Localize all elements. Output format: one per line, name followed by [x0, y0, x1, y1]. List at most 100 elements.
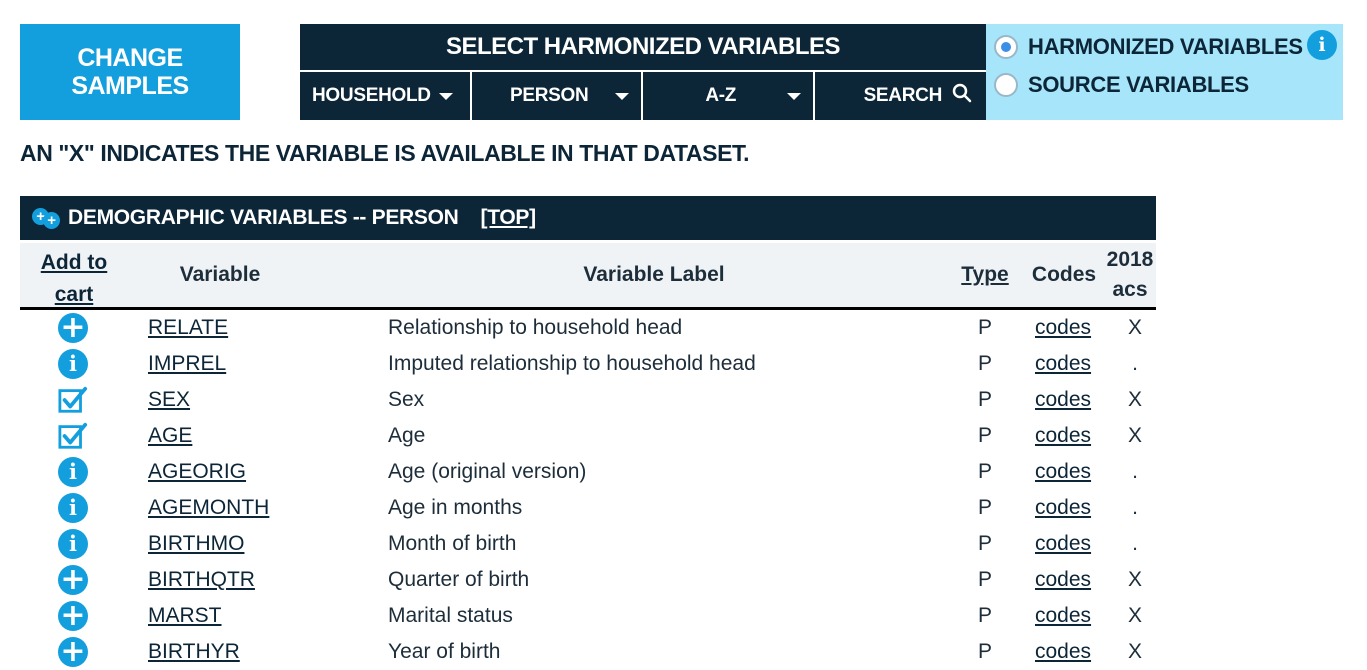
- availability-mark: .: [1132, 352, 1138, 375]
- variable-link[interactable]: BIRTHYR: [148, 640, 240, 663]
- codes-link[interactable]: codes: [1035, 388, 1092, 411]
- variable-type: P: [978, 604, 993, 627]
- tab-search[interactable]: SEARCH: [815, 72, 987, 120]
- change-samples-button[interactable]: CHANGE SAMPLES: [20, 24, 240, 120]
- info-icon[interactable]: i: [58, 529, 88, 559]
- variable-link[interactable]: BIRTHQTR: [148, 568, 255, 591]
- variable-label: Quarter of birth: [388, 568, 530, 591]
- availability-mark: X: [1127, 316, 1142, 339]
- expand-all-icon[interactable]: + +: [32, 207, 62, 229]
- add-to-cart-header[interactable]: Add to cart: [20, 247, 128, 311]
- availability-mark: X: [1127, 640, 1142, 663]
- checked-in-cart-icon[interactable]: [58, 421, 88, 451]
- cart-action[interactable]: i: [57, 346, 89, 382]
- variable-label: Sex: [388, 388, 425, 411]
- variables-table: + + DEMOGRAPHIC VARIABLES -- PERSON [TOP]…: [20, 196, 1156, 670]
- top-link[interactable]: [TOP]: [480, 206, 537, 229]
- variable-type: P: [978, 388, 993, 411]
- info-icon[interactable]: i: [58, 457, 88, 487]
- codes-link[interactable]: codes: [1035, 496, 1092, 519]
- checked-in-cart-icon[interactable]: [58, 385, 88, 415]
- variable-header: Variable: [179, 263, 261, 286]
- variable-label: Imputed relationship to household head: [388, 352, 756, 375]
- sample-header: 2018 acs: [1104, 245, 1156, 305]
- cart-action[interactable]: +: [57, 598, 89, 634]
- cart-action[interactable]: i: [57, 490, 89, 526]
- cart-action[interactable]: +: [57, 634, 89, 670]
- source-radio[interactable]: [994, 73, 1018, 97]
- info-icon[interactable]: i: [58, 493, 88, 523]
- info-icon[interactable]: i: [1307, 30, 1337, 60]
- table-row: i IMPREL Imputed relationship to household…: [20, 346, 1156, 382]
- availability-mark: .: [1132, 460, 1138, 483]
- variable-type: P: [978, 532, 993, 555]
- codes-link[interactable]: codes: [1035, 460, 1092, 483]
- harmonized-radio[interactable]: [994, 35, 1018, 59]
- variable-link[interactable]: RELATE: [148, 316, 229, 339]
- variable-link[interactable]: MARST: [148, 604, 222, 627]
- codes-link[interactable]: codes: [1035, 532, 1092, 555]
- variable-link[interactable]: AGE: [148, 424, 193, 447]
- tab-person[interactable]: PERSON: [472, 72, 643, 120]
- cart-action[interactable]: i: [57, 526, 89, 562]
- add-to-cart-icon[interactable]: +: [58, 565, 88, 595]
- codes-link[interactable]: codes: [1035, 568, 1092, 591]
- codes-link[interactable]: codes: [1035, 316, 1092, 339]
- select-variables-title: SELECT HARMONIZED VARIABLES: [445, 33, 841, 60]
- add-to-cart-icon[interactable]: +: [58, 601, 88, 631]
- variable-type: P: [978, 352, 993, 375]
- cart-action[interactable]: [57, 382, 89, 418]
- tab-household[interactable]: HOUSEHOLD: [300, 72, 472, 120]
- cart-action[interactable]: +: [57, 310, 89, 346]
- variable-label: Month of birth: [388, 532, 517, 555]
- variable-type: P: [978, 316, 993, 339]
- codes-link[interactable]: codes: [1035, 352, 1092, 375]
- add-to-cart-icon[interactable]: +: [58, 637, 88, 667]
- source-variables-option[interactable]: SOURCE VARIABLES: [994, 72, 1249, 98]
- group-header: + + DEMOGRAPHIC VARIABLES -- PERSON [TOP]: [20, 196, 1156, 240]
- codes-link[interactable]: codes: [1035, 424, 1092, 447]
- add-to-cart-icon[interactable]: +: [58, 313, 88, 343]
- variable-link[interactable]: AGEORIG: [148, 460, 247, 483]
- cart-action[interactable]: +: [57, 562, 89, 598]
- variable-link[interactable]: BIRTHMO: [148, 532, 245, 555]
- harmonized-variables-option[interactable]: HARMONIZED VARIABLES: [994, 34, 1303, 60]
- availability-notice: AN "X" INDICATES THE VARIABLE IS AVAILAB…: [20, 140, 750, 166]
- variable-type: P: [978, 640, 993, 663]
- availability-mark: .: [1132, 496, 1138, 519]
- harmonized-label: HARMONIZED VARIABLES: [1028, 34, 1303, 59]
- caret-down-icon: [438, 92, 453, 100]
- cart-action[interactable]: [57, 418, 89, 454]
- availability-mark: X: [1127, 424, 1142, 447]
- tab-a-z[interactable]: A-Z: [643, 72, 815, 120]
- tab-a-z-label: A-Z: [705, 85, 737, 106]
- source-label: SOURCE VARIABLES: [1028, 72, 1249, 97]
- availability-mark: X: [1127, 388, 1142, 411]
- variable-mode-panel: HARMONIZED VARIABLES SOURCE VARIABLES i: [986, 24, 1343, 120]
- type-header[interactable]: Type: [961, 263, 1009, 286]
- tab-search-label: SEARCH: [863, 85, 943, 106]
- availability-mark: .: [1132, 532, 1138, 555]
- variable-type: P: [978, 496, 993, 519]
- variable-menu-tabs: HOUSEHOLD PERSON A-Z SEARCH: [300, 70, 986, 120]
- variable-link[interactable]: SEX: [148, 388, 191, 411]
- add-to-cart-header-line1: Add to: [40, 251, 108, 274]
- info-icon[interactable]: i: [58, 349, 88, 379]
- cart-action[interactable]: i: [57, 454, 89, 490]
- variable-link[interactable]: IMPREL: [148, 352, 227, 375]
- variable-link[interactable]: AGEMONTH: [148, 496, 270, 519]
- availability-mark: X: [1127, 604, 1142, 627]
- variable-label: Age (original version): [388, 460, 587, 483]
- caret-down-icon: [615, 92, 629, 100]
- variable-type: P: [978, 424, 993, 447]
- codes-link[interactable]: codes: [1035, 640, 1092, 663]
- variable-label: Marital status: [388, 604, 513, 627]
- codes-link[interactable]: codes: [1035, 604, 1092, 627]
